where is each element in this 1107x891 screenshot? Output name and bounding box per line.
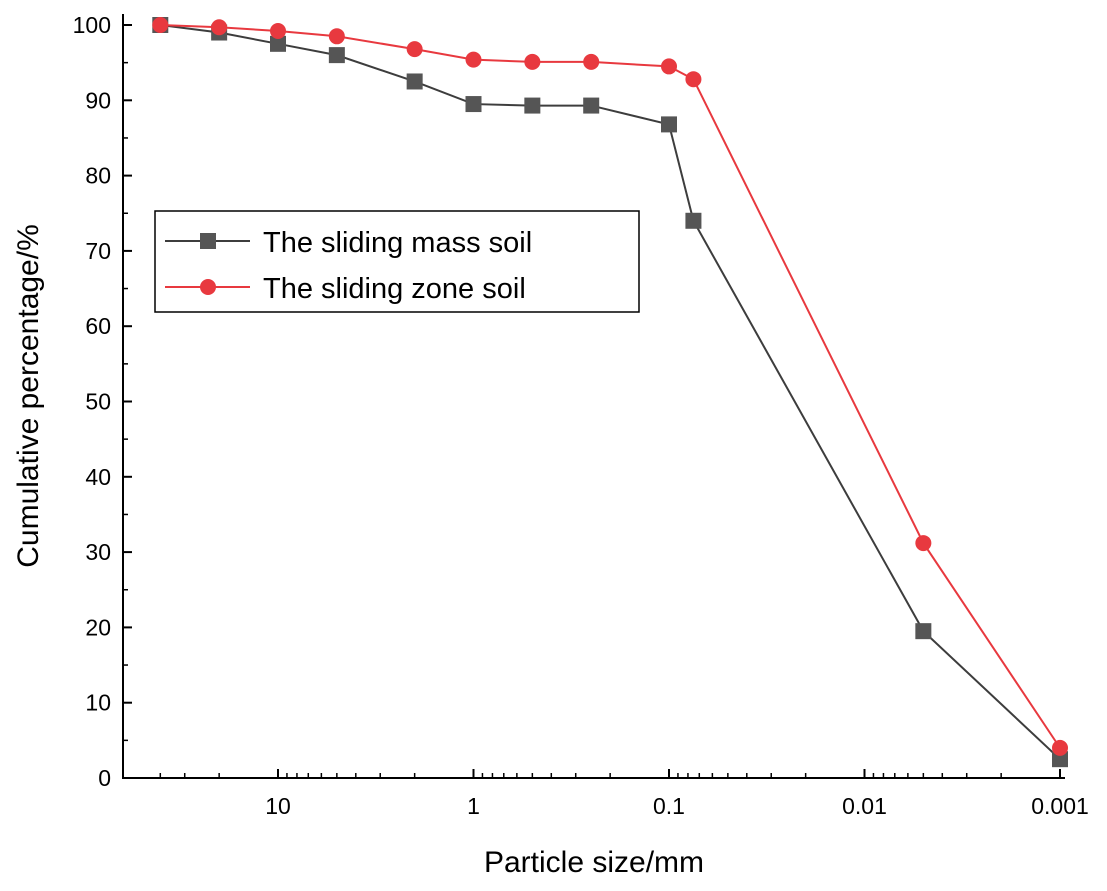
y-tick-label: 0 — [98, 765, 111, 791]
legend-label-zone: The sliding zone soil — [263, 273, 526, 305]
data-point-sliding-mass-soil — [661, 116, 677, 133]
legend-marker-zone — [200, 279, 216, 295]
y-tick-label: 40 — [85, 464, 111, 490]
y-axis-title: Cumulative percentage/% — [12, 224, 45, 568]
legend: The sliding mass soil The sliding zone s… — [154, 210, 640, 313]
data-point-sliding-zone-soil — [915, 535, 932, 552]
data-point-sliding-mass-soil — [1052, 751, 1068, 768]
data-point-sliding-zone-soil — [328, 28, 345, 45]
y-tick-label: 100 — [73, 12, 111, 38]
data-point-sliding-zone-soil — [1052, 739, 1068, 756]
legend-label-mass: The sliding mass soil — [263, 227, 532, 259]
data-point-sliding-zone-soil — [465, 51, 482, 68]
series-line-sliding-zone-soil — [160, 24, 1061, 749]
x-axis-title: Particle size/mm — [484, 846, 704, 879]
data-point-sliding-mass-soil — [583, 97, 600, 114]
data-point-sliding-mass-soil — [685, 212, 702, 229]
data-point-sliding-zone-soil — [583, 53, 600, 70]
y-tick-label: 60 — [85, 313, 111, 339]
data-point-sliding-mass-soil — [524, 97, 541, 114]
x-tick-label: 0.01 — [842, 793, 887, 819]
y-axis-ticks: 0 10 20 30 40 50 60 70 80 90 100 — [73, 12, 132, 791]
x-axis-ticks: 10 1 0.1 0.01 0.001 — [159, 769, 1089, 819]
data-point-sliding-zone-soil — [406, 41, 423, 58]
data-point-sliding-zone-soil — [270, 23, 286, 40]
x-tick-label: 10 — [265, 793, 291, 819]
y-tick-label: 30 — [85, 539, 111, 565]
data-point-sliding-zone-soil — [152, 17, 169, 33]
y-tick-label: 50 — [85, 389, 111, 415]
data-point-sliding-zone-soil — [211, 19, 228, 36]
x-tick-label: 0.001 — [1031, 793, 1089, 819]
plot-axes — [122, 14, 1065, 779]
series-line-sliding-mass-soil — [160, 24, 1061, 760]
data-point-sliding-zone-soil — [685, 71, 702, 88]
y-tick-label: 70 — [85, 238, 111, 264]
legend-marker-mass — [200, 233, 216, 249]
legend-box — [154, 210, 640, 313]
x-tick-label: 0.1 — [653, 793, 685, 819]
y-tick-label: 10 — [85, 690, 111, 716]
data-point-sliding-mass-soil — [465, 96, 482, 113]
data-point-sliding-mass-soil — [915, 623, 932, 640]
y-tick-label: 20 — [85, 614, 111, 640]
series-layer — [152, 17, 1068, 768]
y-tick-label: 80 — [85, 163, 111, 189]
data-point-sliding-zone-soil — [524, 53, 541, 70]
data-point-sliding-zone-soil — [661, 58, 677, 75]
x-tick-label: 1 — [467, 793, 480, 819]
data-point-sliding-mass-soil — [328, 47, 345, 64]
data-point-sliding-mass-soil — [270, 35, 286, 52]
y-tick-label: 90 — [85, 87, 111, 113]
data-point-sliding-mass-soil — [406, 73, 423, 90]
